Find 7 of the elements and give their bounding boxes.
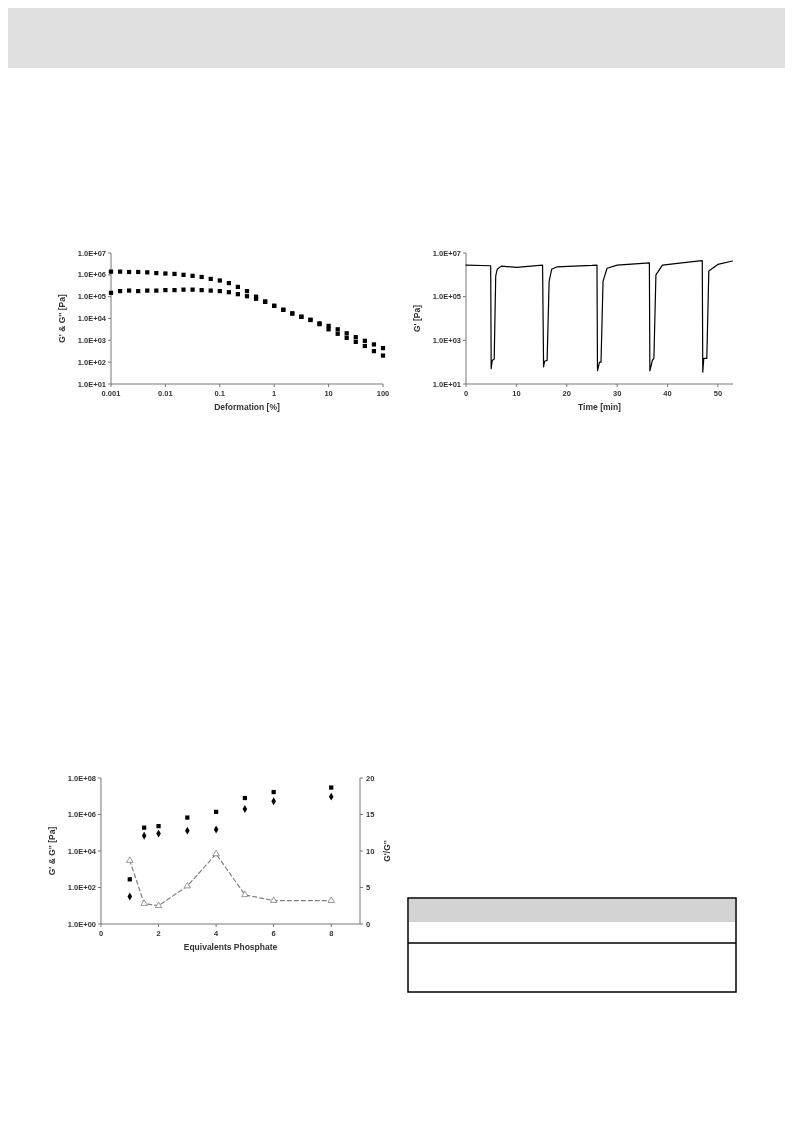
y-axis-title: G' & G'' [Pa] <box>47 826 57 876</box>
x-axis-title: Time [min] <box>578 402 622 412</box>
y2-axis-title: G'/G'' <box>382 840 392 862</box>
x-axis-title: Equivalents Phosphate <box>183 942 278 952</box>
y-axis-title: G' & G'' [Pa] <box>57 294 67 343</box>
x-axis-title: Deformation [%] <box>214 402 280 412</box>
y-axis-title: G' [Pa] <box>412 304 422 333</box>
